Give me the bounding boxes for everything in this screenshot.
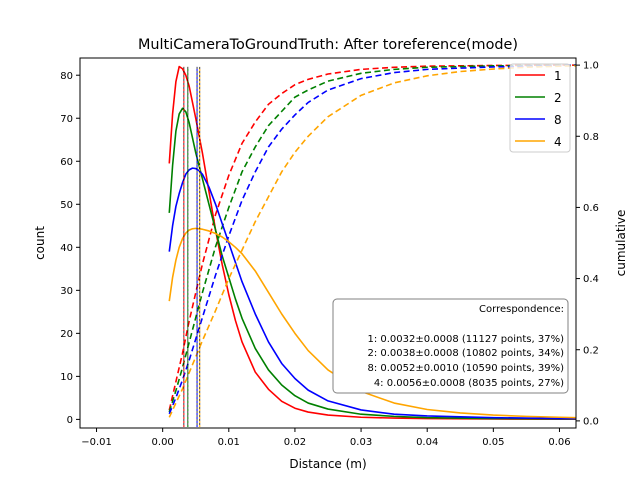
x-tick-label: 0.01 <box>218 437 240 448</box>
y2-tick-label: 0.2 <box>583 345 599 356</box>
x-tick-label: 0.04 <box>416 437 438 448</box>
plot-frame <box>79 57 577 429</box>
y-axis-ticks: 0 10 20 30 40 50 60 70 80 <box>60 71 80 426</box>
y-tick-label: 70 <box>60 114 73 125</box>
correspondence-title: Correspondence: <box>479 304 564 315</box>
y2-tick-label: 0.4 <box>583 274 599 285</box>
y-tick-label: 50 <box>60 200 73 211</box>
y-axis-label: count <box>33 226 47 260</box>
x-tick-label: 0.03 <box>350 437 372 448</box>
legend-label-1: 1 <box>554 69 562 83</box>
legend-label-8: 8 <box>554 113 562 127</box>
legend-label-4: 4 <box>554 135 562 149</box>
count-line-1 <box>168 65 576 420</box>
y2-tick-label: 0.6 <box>583 203 599 214</box>
y-tick-label: 20 <box>60 329 73 340</box>
x-axis-ticks: −0.01 0.00 0.01 0.02 0.03 0.04 0.05 0.06 <box>81 428 571 448</box>
legend-label-2: 2 <box>554 91 562 105</box>
correspondence-line-3: 8: 0.0052±0.0010 (10590 points, 39%) <box>367 363 564 374</box>
legend: 1 2 8 4 <box>509 63 571 153</box>
correspondence-line-2: 2: 0.0038±0.0008 (10802 points, 34%) <box>367 348 564 359</box>
y-tick-label: 60 <box>60 157 73 168</box>
cumulative-line-2 <box>168 64 576 413</box>
correspondence-frame <box>332 298 569 394</box>
y-tick-label: 80 <box>60 71 73 82</box>
correspondence-box: Correspondence: 1: 0.0032±0.0008 (11127 … <box>332 298 569 394</box>
y2-tick-label: 1.0 <box>583 61 599 72</box>
cumulative-line-8 <box>168 64 576 415</box>
cumulative-line-1 <box>168 64 576 411</box>
chart-title: MultiCameraToGroundTruth: After torefere… <box>138 37 518 53</box>
y2-tick-label: 0.8 <box>583 132 599 143</box>
y-tick-label: 10 <box>60 372 73 383</box>
x-tick-label: 0.05 <box>482 437 504 448</box>
y-tick-label: 30 <box>60 286 73 297</box>
x-tick-label: 0.02 <box>284 437 306 448</box>
x-tick-label: 0.00 <box>152 437 174 448</box>
cumulative-line-4 <box>168 65 576 418</box>
x-axis-label: Distance (m) <box>289 457 366 471</box>
y-tick-label: 40 <box>60 243 73 254</box>
y-tick-label: 0 <box>67 415 73 426</box>
y2-axis-ticks: 0.0 0.2 0.4 0.6 0.8 1.0 <box>576 61 599 427</box>
y2-axis-label: cumulative <box>614 210 628 277</box>
correspondence-line-1: 1: 0.0032±0.0008 (11127 points, 37%) <box>367 334 564 345</box>
correspondence-line-4: 4: 0.0056±0.0008 (8035 points, 27%) <box>374 378 564 389</box>
legend-frame <box>509 63 571 153</box>
count-line-8 <box>168 167 576 420</box>
x-tick-label: 0.06 <box>548 437 570 448</box>
count-line-4 <box>168 227 576 419</box>
y2-tick-label: 0.0 <box>583 416 599 427</box>
x-tick-label: −0.01 <box>81 437 112 448</box>
mode-markers <box>183 66 201 427</box>
